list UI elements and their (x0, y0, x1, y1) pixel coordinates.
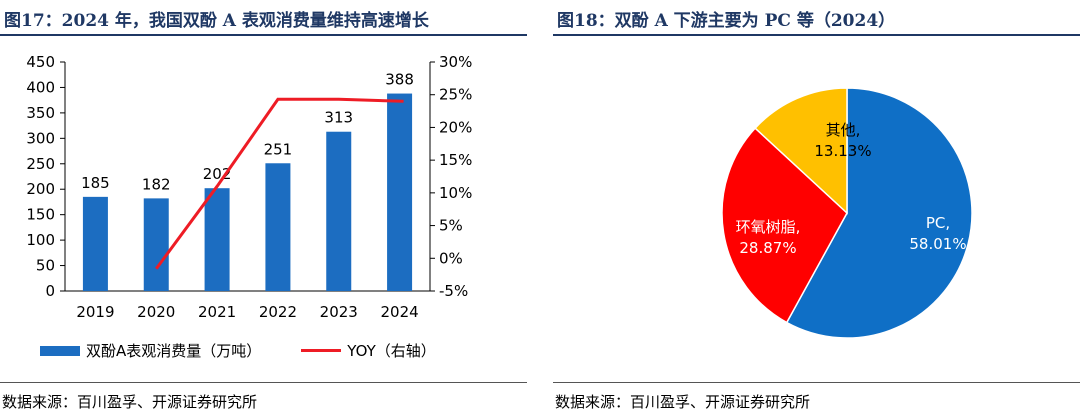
y2-tick-label: 25% (439, 86, 472, 104)
y-tick-label: 450 (26, 53, 55, 71)
yoy-line (155, 97, 404, 270)
x-tick-label: 2020 (137, 303, 175, 321)
footer-rule-left (0, 382, 527, 383)
bar-value-label: 202 (203, 165, 232, 183)
y2-tick-label: 30% (439, 53, 472, 71)
x-tick-label: 2019 (76, 303, 114, 321)
y-tick-label: 50 (36, 257, 55, 275)
y2-tick-label: 10% (439, 184, 472, 202)
bar (204, 188, 230, 291)
y2-tick-label: 0% (439, 249, 463, 267)
y-tick-label: 400 (26, 78, 55, 96)
x-tick-label: 2022 (259, 303, 297, 321)
x-tick-label: 2024 (380, 303, 418, 321)
legend: 双酚A表观消费量（万吨） YOY（右轴） (40, 340, 436, 361)
y-tick-label: 200 (26, 180, 55, 198)
right-panel: 图18：双酚 A 下游主要为 PC 等（2024） PC, 58.01% 环氧树脂,… (553, 0, 1080, 417)
pie-slice-其他 (754, 87, 848, 215)
bar-value-label: 185 (81, 174, 110, 192)
y-tick-label: 300 (26, 129, 55, 147)
chart-title-right: 图18：双酚 A 下游主要为 PC 等（2024） (557, 11, 896, 31)
legend-line-label: YOY（右轴） (347, 342, 436, 360)
y2-tick-label: 20% (439, 118, 472, 136)
y2-tick-label: 15% (439, 151, 472, 169)
x-tick-label: 2023 (320, 303, 358, 321)
y2-tick-label: -5% (439, 282, 468, 300)
y-tick-label: 100 (26, 231, 55, 249)
source-note-left: 数据来源：百川盈孚、开源证券研究所 (2, 393, 258, 411)
legend-bar-label: 双酚A表观消费量（万吨） (86, 342, 262, 360)
y2-tick-label: 5% (439, 217, 463, 235)
bar-value-label: 313 (324, 109, 353, 127)
pie-slice-PC (785, 87, 973, 339)
title-rule-right (553, 34, 1080, 36)
bar-line-chart: 0 50 100 150 200 250 300 350 400 450 -5% 0% 5% 10% 15%… (26, 53, 472, 321)
y-tick-label: 0 (45, 282, 55, 300)
pie-slice-环氧树脂 (721, 127, 848, 324)
pie-slice-pct-label: 58.01% (909, 235, 966, 253)
source-note-right: 数据来源：百川盈孚、开源证券研究所 (555, 393, 811, 411)
pie-slice-pct-label: 13.13% (814, 142, 871, 160)
pie-slice-name-label: 其他, (826, 121, 861, 139)
y-tick-label: 350 (26, 104, 55, 122)
pie-chart: PC, 58.01% 环氧树脂, 28.87% 其他, 13.13% (721, 87, 973, 339)
footer-rule-right (553, 382, 1080, 383)
y-tick-label: 250 (26, 155, 55, 173)
bar (265, 163, 291, 291)
x-tick-label: 2021 (198, 303, 236, 321)
bar (326, 131, 352, 291)
left-panel: 图17：2024 年，我国双酚 A 表观消费量维持高速增长 0 50 100 150 2… (0, 0, 527, 417)
bar-value-label: 182 (142, 175, 171, 193)
title-rule-left (0, 34, 527, 36)
bar-value-label: 388 (385, 71, 414, 89)
bar (143, 198, 169, 291)
legend-line-swatch (301, 349, 342, 352)
pie-slice-pct-label: 28.87% (739, 239, 796, 257)
pie-slice-name-label: PC, (926, 214, 950, 232)
pie-slice-name-label: 环氧树脂, (736, 218, 801, 236)
legend-bar-swatch (40, 345, 80, 356)
bar-value-label: 251 (264, 140, 293, 158)
y-tick-label: 150 (26, 206, 55, 224)
chart-title-left: 图17：2024 年，我国双酚 A 表观消费量维持高速增长 (4, 11, 429, 31)
bar (82, 196, 108, 291)
bar (387, 93, 413, 291)
